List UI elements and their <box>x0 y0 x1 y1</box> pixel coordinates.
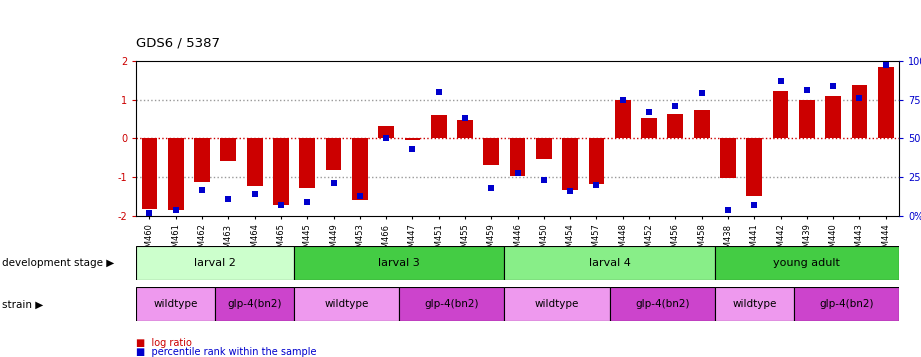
Bar <box>168 138 183 210</box>
Bar <box>668 114 683 138</box>
Text: GDS6 / 5387: GDS6 / 5387 <box>136 37 220 50</box>
Bar <box>589 138 604 184</box>
Text: glp-4(bn2): glp-4(bn2) <box>635 299 690 310</box>
Bar <box>509 138 526 176</box>
Bar <box>878 67 893 138</box>
Bar <box>563 138 578 190</box>
Text: ■  log ratio: ■ log ratio <box>136 338 192 348</box>
Bar <box>404 138 420 140</box>
Bar <box>326 138 342 170</box>
Bar <box>294 287 400 321</box>
Bar <box>505 287 610 321</box>
Text: glp-4(bn2): glp-4(bn2) <box>425 299 479 310</box>
Bar <box>136 287 216 321</box>
Text: larval 2: larval 2 <box>194 258 236 268</box>
Bar <box>794 287 899 321</box>
Text: glp-4(bn2): glp-4(bn2) <box>819 299 873 310</box>
Bar <box>852 85 868 138</box>
Bar <box>641 118 657 138</box>
Text: glp-4(bn2): glp-4(bn2) <box>227 299 282 310</box>
Bar <box>294 246 505 280</box>
Bar <box>694 110 709 138</box>
Bar <box>505 246 715 280</box>
Bar <box>400 287 505 321</box>
Bar <box>379 126 394 138</box>
Text: wildtype: wildtype <box>732 299 776 310</box>
Text: young adult: young adult <box>774 258 840 268</box>
Bar <box>720 138 736 178</box>
Text: strain ▶: strain ▶ <box>2 299 43 310</box>
Text: development stage ▶: development stage ▶ <box>2 258 114 268</box>
Bar <box>484 138 499 165</box>
Text: wildtype: wildtype <box>154 299 198 310</box>
Text: larval 3: larval 3 <box>379 258 420 268</box>
Bar <box>457 120 472 138</box>
Bar <box>746 138 763 196</box>
Bar <box>799 100 815 138</box>
Bar <box>431 115 447 138</box>
Bar <box>136 246 294 280</box>
Bar <box>773 91 788 138</box>
Bar <box>715 246 899 280</box>
Bar <box>352 138 367 200</box>
Bar <box>825 96 841 138</box>
Text: wildtype: wildtype <box>535 299 579 310</box>
Text: wildtype: wildtype <box>324 299 369 310</box>
Bar <box>299 138 315 188</box>
Text: larval 4: larval 4 <box>589 258 631 268</box>
Text: ■  percentile rank within the sample: ■ percentile rank within the sample <box>136 347 317 357</box>
Bar <box>194 138 210 182</box>
Bar <box>615 100 631 138</box>
Bar <box>715 287 794 321</box>
Bar <box>536 138 552 159</box>
Bar <box>247 138 262 186</box>
Bar <box>220 138 236 161</box>
Bar <box>216 287 294 321</box>
Bar <box>610 287 715 321</box>
Bar <box>142 138 157 209</box>
Bar <box>273 138 289 205</box>
